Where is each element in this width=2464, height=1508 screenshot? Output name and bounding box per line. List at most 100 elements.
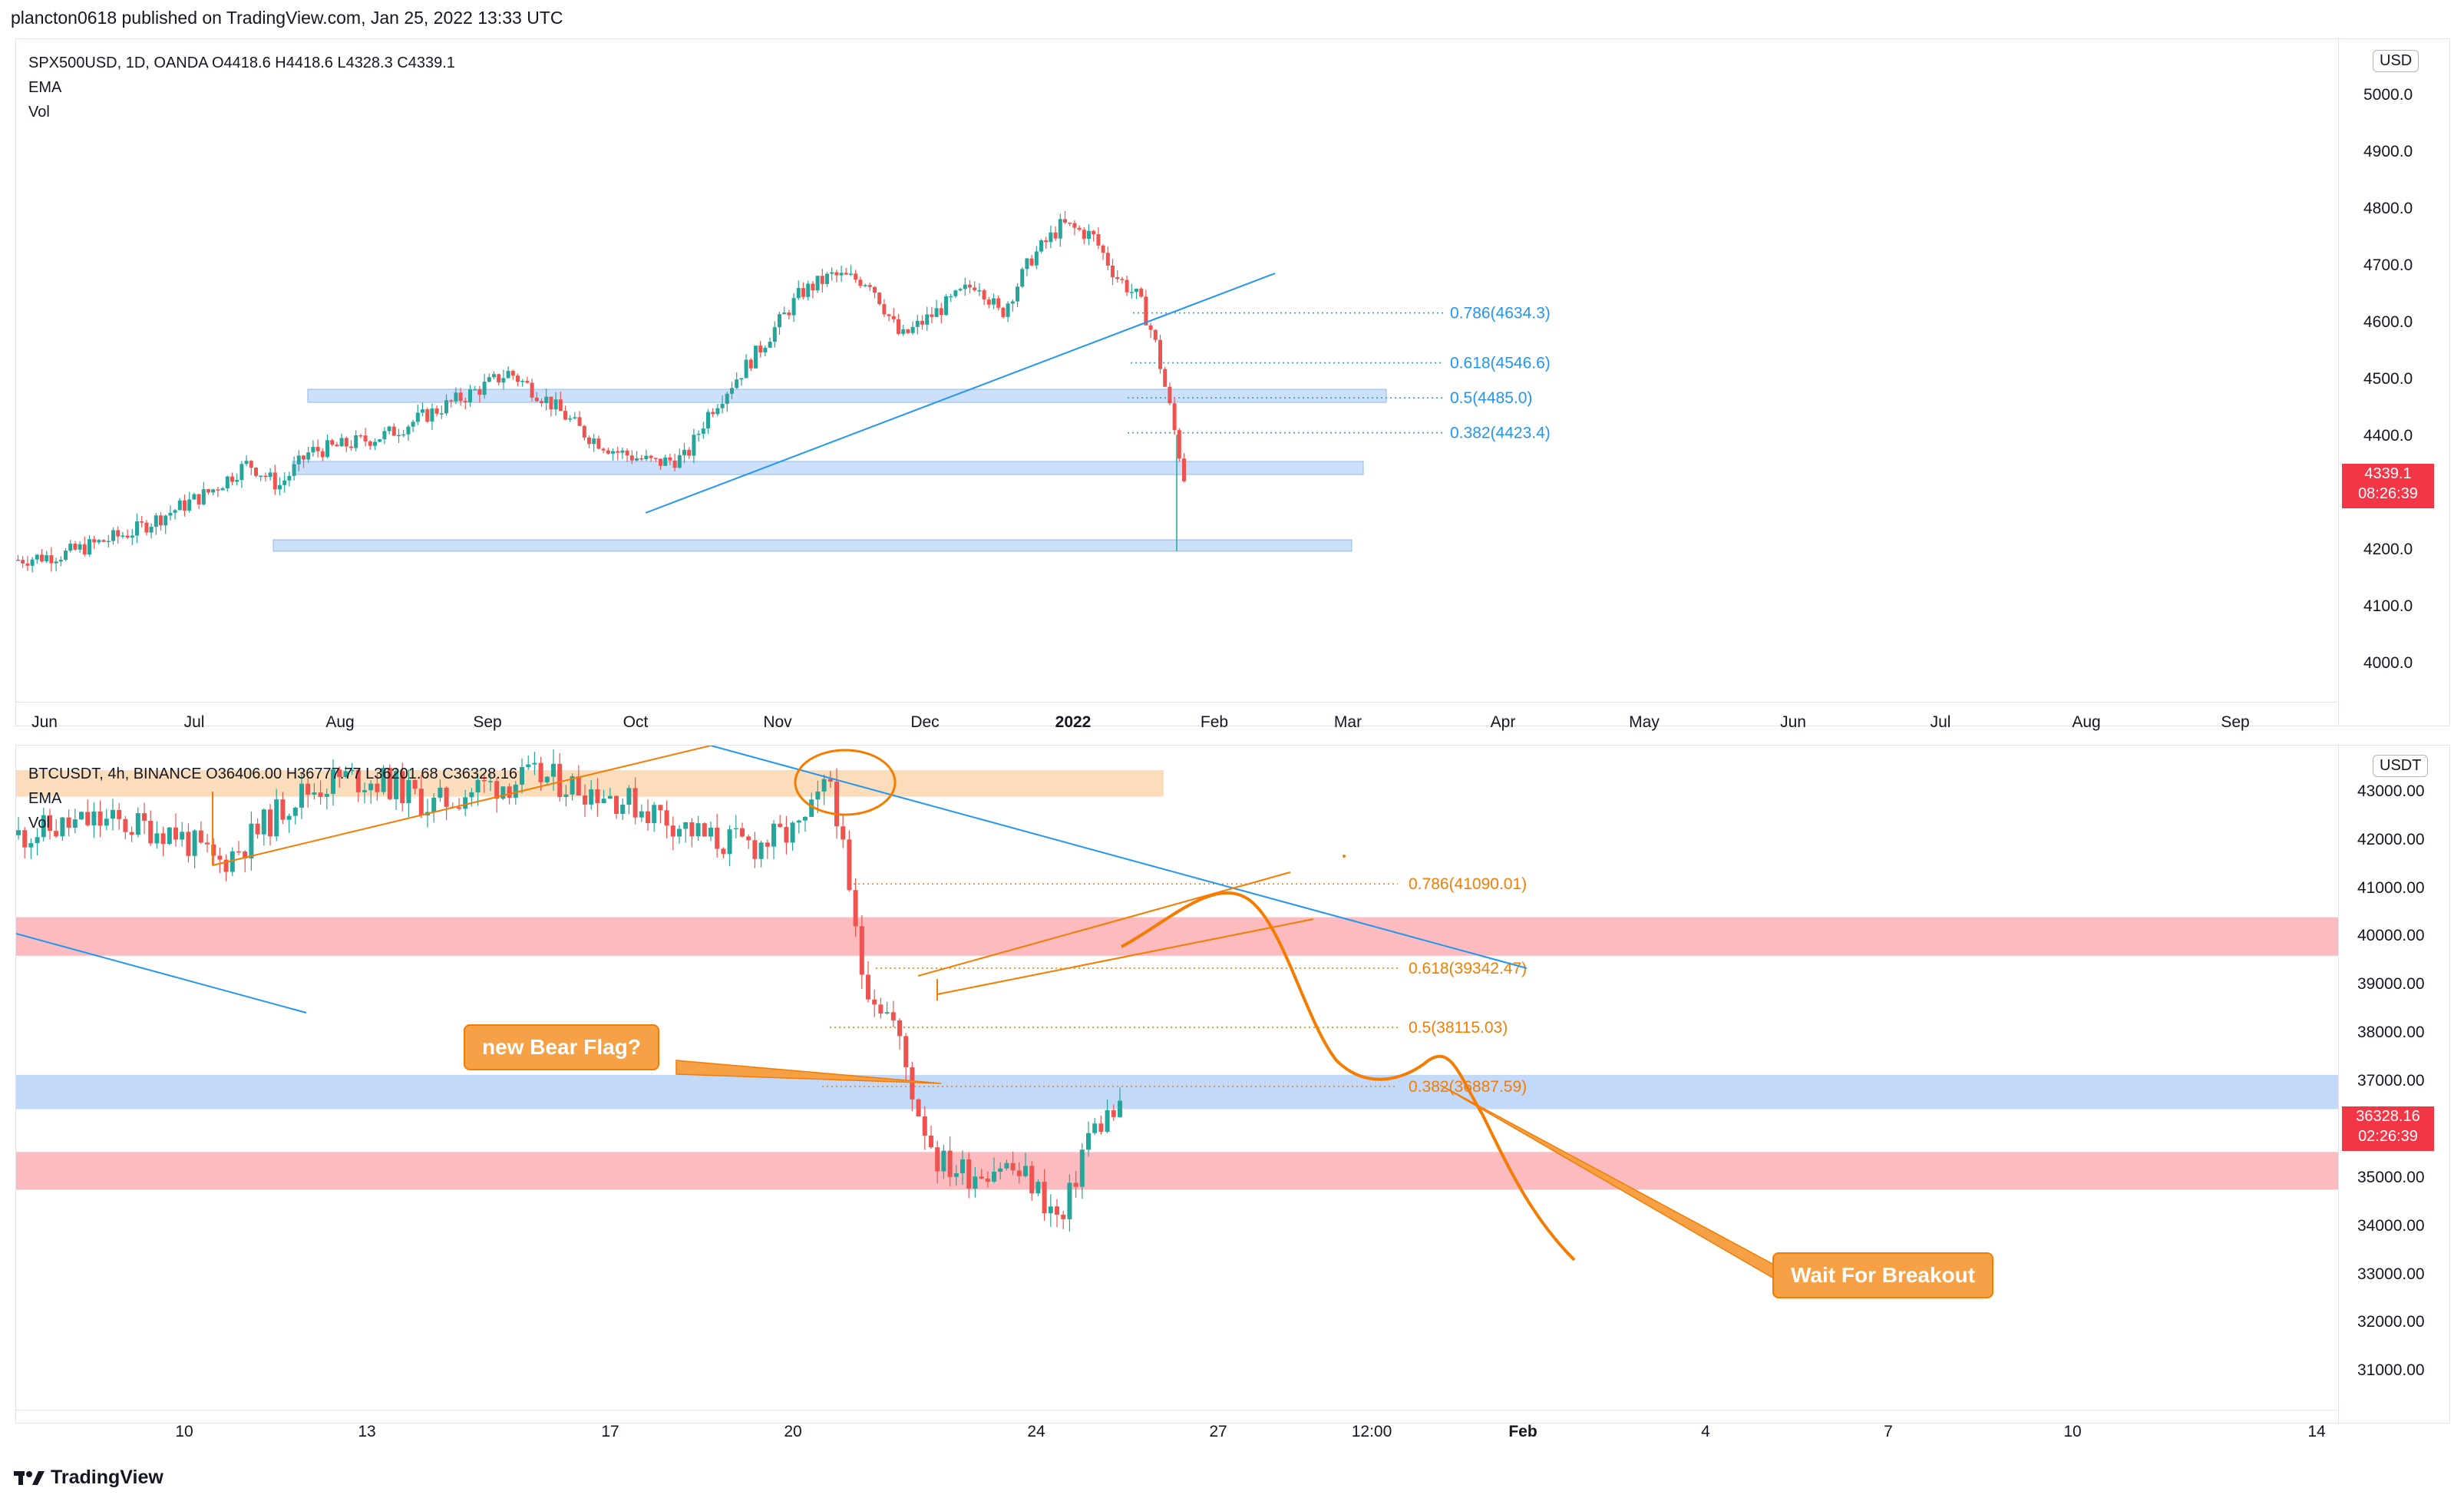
candle-body (368, 441, 372, 446)
trend-line (710, 746, 1528, 969)
marker-dot (1343, 855, 1346, 858)
candle-body (821, 779, 827, 792)
spx-time-axis[interactable]: Jun Jul Aug Sep Oct Nov Dec 2022 Feb Mar… (15, 702, 2337, 741)
btc-price-axis[interactable]: USDT 43000.00 42000.00 41000.00 40000.00… (2338, 746, 2450, 1423)
candle-body (668, 457, 672, 461)
candle-body (159, 515, 163, 526)
candle-body (884, 1012, 890, 1014)
candle-body (292, 807, 298, 816)
candle-body (689, 822, 695, 837)
y-tick: 42000.00 (2357, 831, 2425, 848)
candle-body (771, 823, 776, 847)
candle-body (739, 378, 744, 380)
candle-body (223, 859, 229, 872)
y-tick: 38000.00 (2357, 1024, 2425, 1041)
candle-body (225, 476, 230, 488)
candle-body (815, 276, 820, 291)
candle-body (891, 316, 896, 319)
candle-body (73, 544, 78, 550)
candle-body (1073, 1182, 1078, 1187)
candle-body (274, 799, 279, 837)
x-tick: Aug (325, 713, 355, 731)
last-price-tag: 4339.1 08:26:39 (2342, 464, 2434, 508)
candle-body (129, 832, 134, 835)
breakout-callout[interactable]: Wait For Breakout (1772, 1252, 1994, 1298)
candle-body (687, 449, 692, 456)
candle-body (782, 313, 787, 315)
candle-body (740, 828, 745, 837)
candle-body (411, 422, 415, 427)
candle-body (457, 807, 461, 809)
candle-body (312, 792, 317, 795)
fib-level-label: 0.382(4423.4) (1450, 425, 1551, 442)
candle-body (302, 455, 306, 460)
candle-body (130, 535, 134, 538)
x-tick: Jun (1780, 713, 1806, 731)
candle-body (458, 392, 463, 402)
currency-badge[interactable]: USDT (2373, 755, 2429, 777)
candle-body (66, 817, 71, 828)
candle-body (715, 827, 720, 849)
candle-body (784, 827, 789, 843)
candle-body (192, 830, 197, 856)
candle-body (211, 844, 216, 856)
candle-body (1182, 458, 1186, 481)
candle-body (121, 535, 125, 537)
candle-body (639, 811, 644, 818)
candle-body (28, 843, 34, 848)
candle-body (854, 273, 858, 280)
candle-body (30, 559, 35, 566)
candle-body (1025, 258, 1029, 270)
x-tick: 24 (1027, 1423, 1045, 1440)
candle-body (1105, 253, 1110, 266)
candle-body (454, 392, 458, 402)
candle-body (1035, 1182, 1041, 1194)
candle-body (844, 273, 848, 275)
candle-body (998, 1168, 1003, 1172)
candle-body (530, 382, 534, 398)
candle-body (1067, 1182, 1072, 1219)
candle-body (1077, 227, 1082, 230)
x-tick: Aug (2072, 713, 2101, 731)
candle-body (1096, 234, 1101, 246)
candle-body (601, 448, 606, 451)
candle-body (935, 1147, 940, 1172)
btc-time-axis[interactable]: 10 13 17 20 24 27 12:00 Feb 4 7 10 14 (15, 1410, 2337, 1449)
candle-body (986, 299, 991, 305)
candle-body (220, 488, 225, 491)
candle-body (54, 831, 59, 837)
candle-body (620, 804, 626, 814)
candle-body (960, 1159, 965, 1174)
x-tick: 4 (1701, 1423, 1710, 1440)
y-tick: 43000.00 (2357, 782, 2425, 800)
spx-chart-pane[interactable]: 0.786(4634.3) 0.618(4546.6) 0.5(4485.0) 0.3… (15, 38, 2450, 726)
candle-body (790, 822, 795, 843)
candle-body (635, 458, 639, 461)
candle-body (104, 818, 109, 826)
candle-body (375, 783, 380, 792)
currency-badge[interactable]: USD (2373, 50, 2419, 72)
candle-body (48, 815, 52, 832)
candle-body (653, 458, 658, 460)
x-tick: Sep (2221, 713, 2250, 731)
candle-body (192, 494, 197, 500)
candle-body (873, 286, 877, 293)
x-tick: 2022 (1055, 713, 1092, 731)
y-tick: 40000.00 (2357, 927, 2425, 944)
candle-body (982, 290, 986, 300)
candle-body (344, 438, 348, 447)
y-tick: 41000.00 (2357, 879, 2425, 897)
candle-body (1063, 219, 1067, 223)
candle-body (985, 1178, 990, 1182)
candle-body (1068, 222, 1072, 224)
candle-body (1153, 329, 1158, 340)
candle-body (966, 1159, 972, 1189)
candle-body (706, 412, 710, 429)
tradingview-logo[interactable]: TradingView (14, 1467, 163, 1489)
candle-body (263, 475, 268, 478)
candle-body (733, 828, 738, 830)
bear-flag-callout[interactable]: new Bear Flag? (464, 1024, 659, 1070)
candle-body (544, 396, 549, 404)
btc-chart-pane[interactable]: 0.786(41090.01) 0.618(39342.47) 0.5(38115.… (15, 745, 2450, 1424)
spx-price-axis[interactable]: USD 5000.0 4900.0 4800.0 4700.0 4600.0 4… (2338, 39, 2450, 726)
